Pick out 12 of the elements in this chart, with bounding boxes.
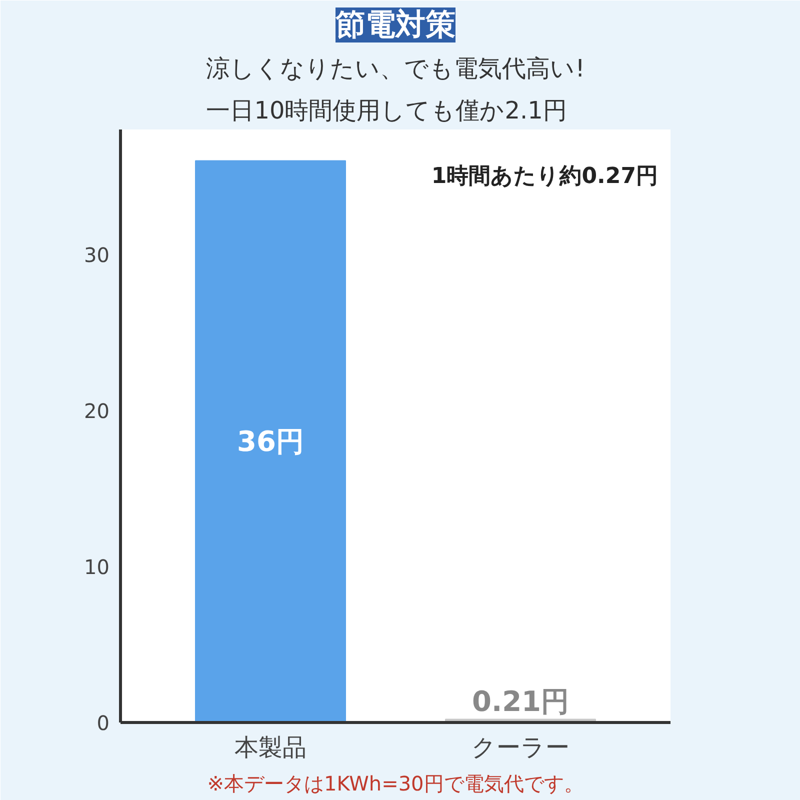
x-tick-label: 本製品 [234,734,306,762]
y-tick-label: 20 [84,398,110,423]
data-label: 36円 [237,425,304,458]
chart-subtitle: 涼しくなりたい、でも電気代高い! 一日10時間使用しても僅か2.1円 [206,54,585,124]
data-label: 0.21円 [472,684,570,718]
y-tick-label: 30 [84,242,110,267]
annotation: 1時間あたり約0.27円 [431,164,658,189]
chart-title: 節電対策 [334,8,456,42]
x-tick-label: クーラー [472,734,570,762]
text: ※本データは1KWh=30円で電気代です。 [207,772,584,796]
y-tick-label: 0 [96,711,110,735]
y-tick-label: 10 [84,554,110,579]
